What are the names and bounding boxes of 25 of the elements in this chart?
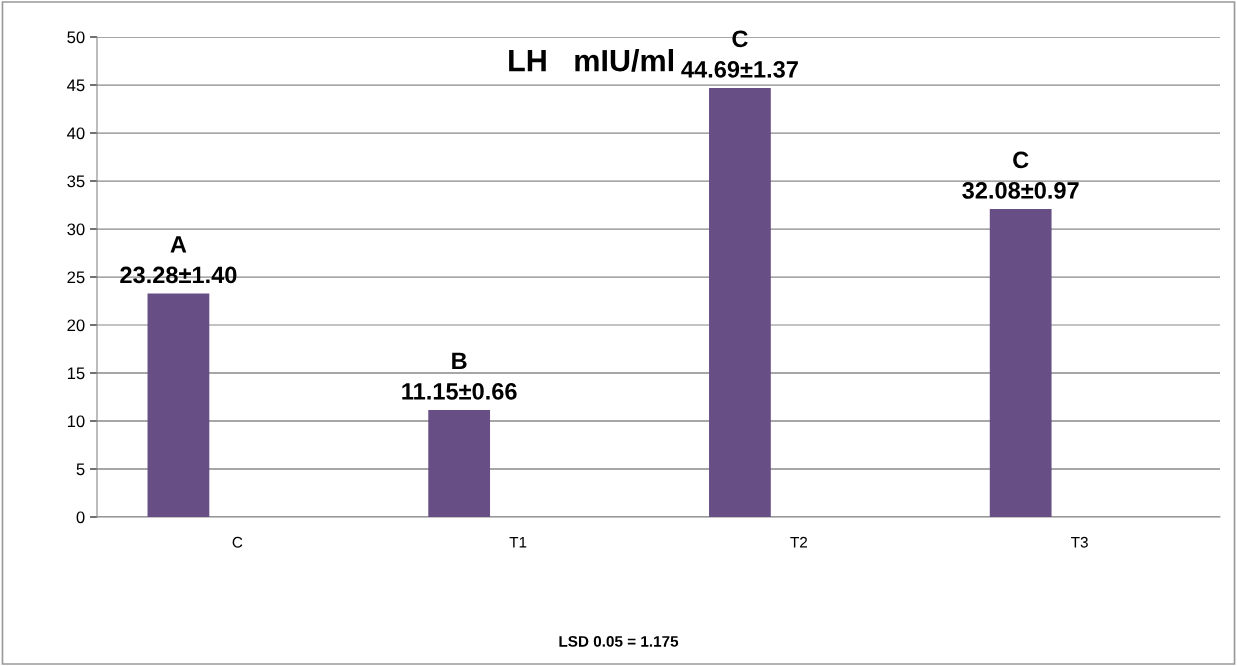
- chart-title: LH mIU/ml: [509, 49, 673, 72]
- y-tick-label: 40: [67, 127, 85, 140]
- data-label: C 32.08±0.97: [962, 151, 1079, 199]
- y-tick-label: 35: [67, 175, 85, 188]
- x-tick-label: T2: [790, 536, 808, 548]
- y-tick-label: 15: [67, 367, 85, 380]
- x-tick-label: T1: [509, 537, 527, 548]
- bar: [709, 87, 771, 517]
- x-tick-label: C: [232, 536, 243, 548]
- x-tick-label: T3: [1071, 536, 1088, 548]
- y-tick-label: 50: [67, 31, 85, 44]
- y-tick-label: 25: [67, 271, 85, 284]
- data-label: A 23.28±1.40: [120, 236, 237, 284]
- y-tick-label: 0: [76, 511, 85, 524]
- y-tick-label: 5: [76, 463, 85, 476]
- y-tick-label: 10: [67, 415, 85, 428]
- data-label: C 44.69±1.37: [681, 30, 798, 78]
- data-label: B 11.15±0.66: [402, 352, 517, 400]
- bar: [428, 409, 491, 517]
- bar: [147, 293, 210, 517]
- y-tick-label: 20: [67, 319, 85, 332]
- text: LSD 0.05 = 1.175: [559, 635, 679, 647]
- y-tick-label: 45: [67, 79, 85, 92]
- bar: [989, 209, 1052, 517]
- y-tick-label: 30: [67, 223, 85, 236]
